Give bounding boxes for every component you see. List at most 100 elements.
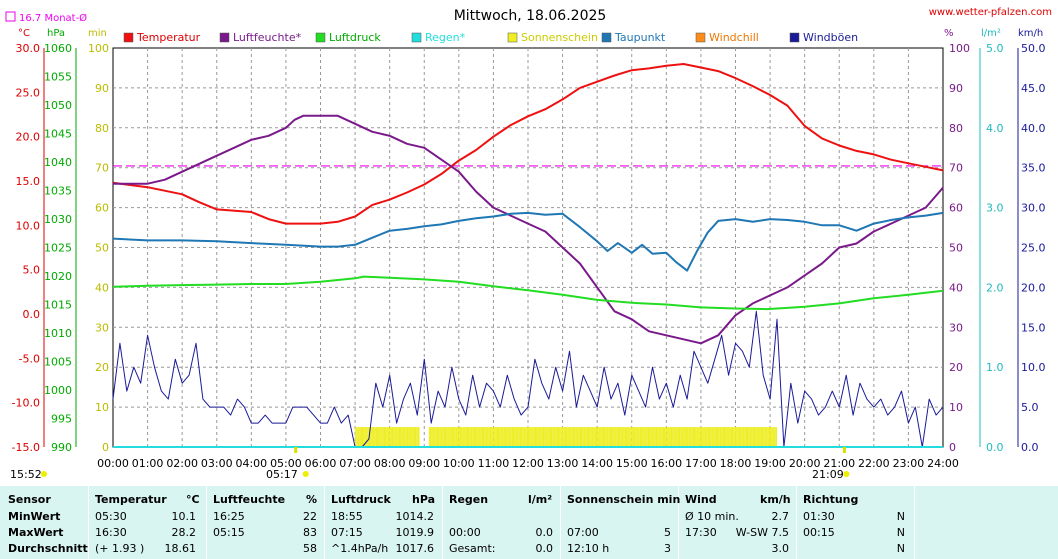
sunshine-bar <box>689 427 691 447</box>
sunshine-bar <box>562 427 564 447</box>
pressure-tick-label: 1010 <box>44 327 72 340</box>
sunshine-bar <box>458 427 460 447</box>
sunshine-bar <box>405 427 407 447</box>
sunshine-bar <box>762 427 764 447</box>
x-tick-label: 19:00 <box>754 457 786 470</box>
sunshine-bar <box>705 427 707 447</box>
sunshine-bar <box>547 427 549 447</box>
wind-tick-label: 20.0 <box>1021 281 1046 294</box>
col-rain: Regen <box>449 493 489 506</box>
temp-tick-label: 10.0 <box>16 219 41 232</box>
row-label: Durchschnitt <box>8 542 88 555</box>
sunshine-bar <box>622 427 624 447</box>
series-luftfeuchte <box>113 114 944 345</box>
sunshine-bar <box>583 427 585 447</box>
site-link[interactable]: www.wetter-pfalzen.com <box>929 7 1052 18</box>
current-time: 15:52 <box>10 468 42 481</box>
sunshine-bar <box>522 427 524 447</box>
humidity-tick-label: 10 <box>949 401 963 414</box>
sunshine-bar <box>438 427 440 447</box>
pressure-tick-label: 1035 <box>44 185 72 198</box>
sunshine-bar <box>599 427 601 447</box>
temp-tick-label: 20.0 <box>16 131 41 144</box>
sunshine-bar <box>660 427 662 447</box>
x-tick-label: 24:00 <box>927 457 959 470</box>
sunshine-bar <box>552 427 554 447</box>
sunshine-bar <box>631 427 633 447</box>
sunshine-bar <box>669 427 671 447</box>
series-taupunkt <box>112 211 944 272</box>
x-tick-label: 22:00 <box>858 457 890 470</box>
sunshine-bar <box>757 427 759 447</box>
table-cell: 58 <box>303 542 317 555</box>
sunshine-bar <box>677 427 679 447</box>
sunshine-bar <box>485 427 487 447</box>
pressure-tick-label: 1040 <box>44 156 72 169</box>
sunshine-bar <box>771 427 773 447</box>
sunshine-bar <box>579 427 581 447</box>
sunshine-bar <box>718 427 720 447</box>
sunshine-bars <box>355 427 777 447</box>
sunshine-bar <box>453 427 455 447</box>
sunshine-bar <box>435 427 437 447</box>
x-tick-label: 05:00 <box>270 457 302 470</box>
sunshine-bar <box>684 427 686 447</box>
sunshine-bar <box>481 427 483 447</box>
sunshine-bar <box>710 427 712 447</box>
table-cell: Gesamt: <box>449 542 496 555</box>
sunshine-bar <box>538 427 540 447</box>
sunshine-bar <box>489 427 492 447</box>
sunshine-bar <box>750 427 752 447</box>
sunshine-bar <box>410 427 412 447</box>
sunshine-bar <box>767 427 769 447</box>
sunshine-bar <box>432 427 434 447</box>
humidity-tick-label: 50 <box>949 242 963 255</box>
sunshine-bar <box>566 427 568 447</box>
sunshine-bar <box>708 427 711 447</box>
sunshine-bar <box>760 427 762 447</box>
pressure-tick-label: 1030 <box>44 213 72 226</box>
sunshine-bar <box>642 427 644 447</box>
sunshine-bar <box>495 427 497 447</box>
sunshine-bar <box>469 427 471 447</box>
sunshine-bar <box>507 427 509 447</box>
sunshine-bar <box>544 427 546 447</box>
wind-tick-label: 25.0 <box>1021 242 1046 255</box>
sunshine-bar <box>635 427 637 447</box>
sunshine-bar <box>567 427 569 447</box>
sunshine-bar <box>379 427 381 447</box>
sunshine-bar <box>568 427 570 447</box>
sunshine-bar <box>415 427 417 447</box>
x-tick-label: 14:00 <box>581 457 613 470</box>
sunshine-bar <box>732 427 734 447</box>
sunshine-bar <box>587 427 590 447</box>
pressure-tick-label: 1000 <box>44 384 72 397</box>
series-luftdruck <box>112 275 944 311</box>
sunshine-bar <box>400 427 402 447</box>
sunshine-bar <box>725 427 727 447</box>
sunshine-bar <box>546 427 548 447</box>
sunshine-bar <box>363 427 365 447</box>
table-cell: 12:10 h <box>567 542 610 555</box>
sunshine-bar <box>468 427 470 447</box>
minutes-tick-label: 70 <box>95 162 109 175</box>
table-cell: 00:15 <box>803 526 835 539</box>
sunshine-bar <box>393 427 395 447</box>
sunshine-bar <box>774 427 776 447</box>
humidity-tick-label: 70 <box>949 162 963 175</box>
col-wind-unit: km/h <box>760 493 791 506</box>
minutes-tick-label: 10 <box>95 401 109 414</box>
sunshine-bar <box>673 427 675 447</box>
sunshine-bar <box>737 427 739 447</box>
sunshine-bar <box>605 427 607 447</box>
sunshine-bar <box>375 427 377 447</box>
sunshine-bar <box>730 427 732 447</box>
sunshine-bar <box>413 427 415 447</box>
legend-swatch <box>789 32 800 43</box>
sunshine-bar <box>672 427 674 447</box>
sunshine-bar <box>615 427 617 447</box>
temp-tick-label: 25.0 <box>16 86 41 99</box>
sunshine-bar <box>465 427 467 447</box>
sunshine-bar <box>707 427 709 447</box>
col-humidity-unit: % <box>306 493 318 506</box>
